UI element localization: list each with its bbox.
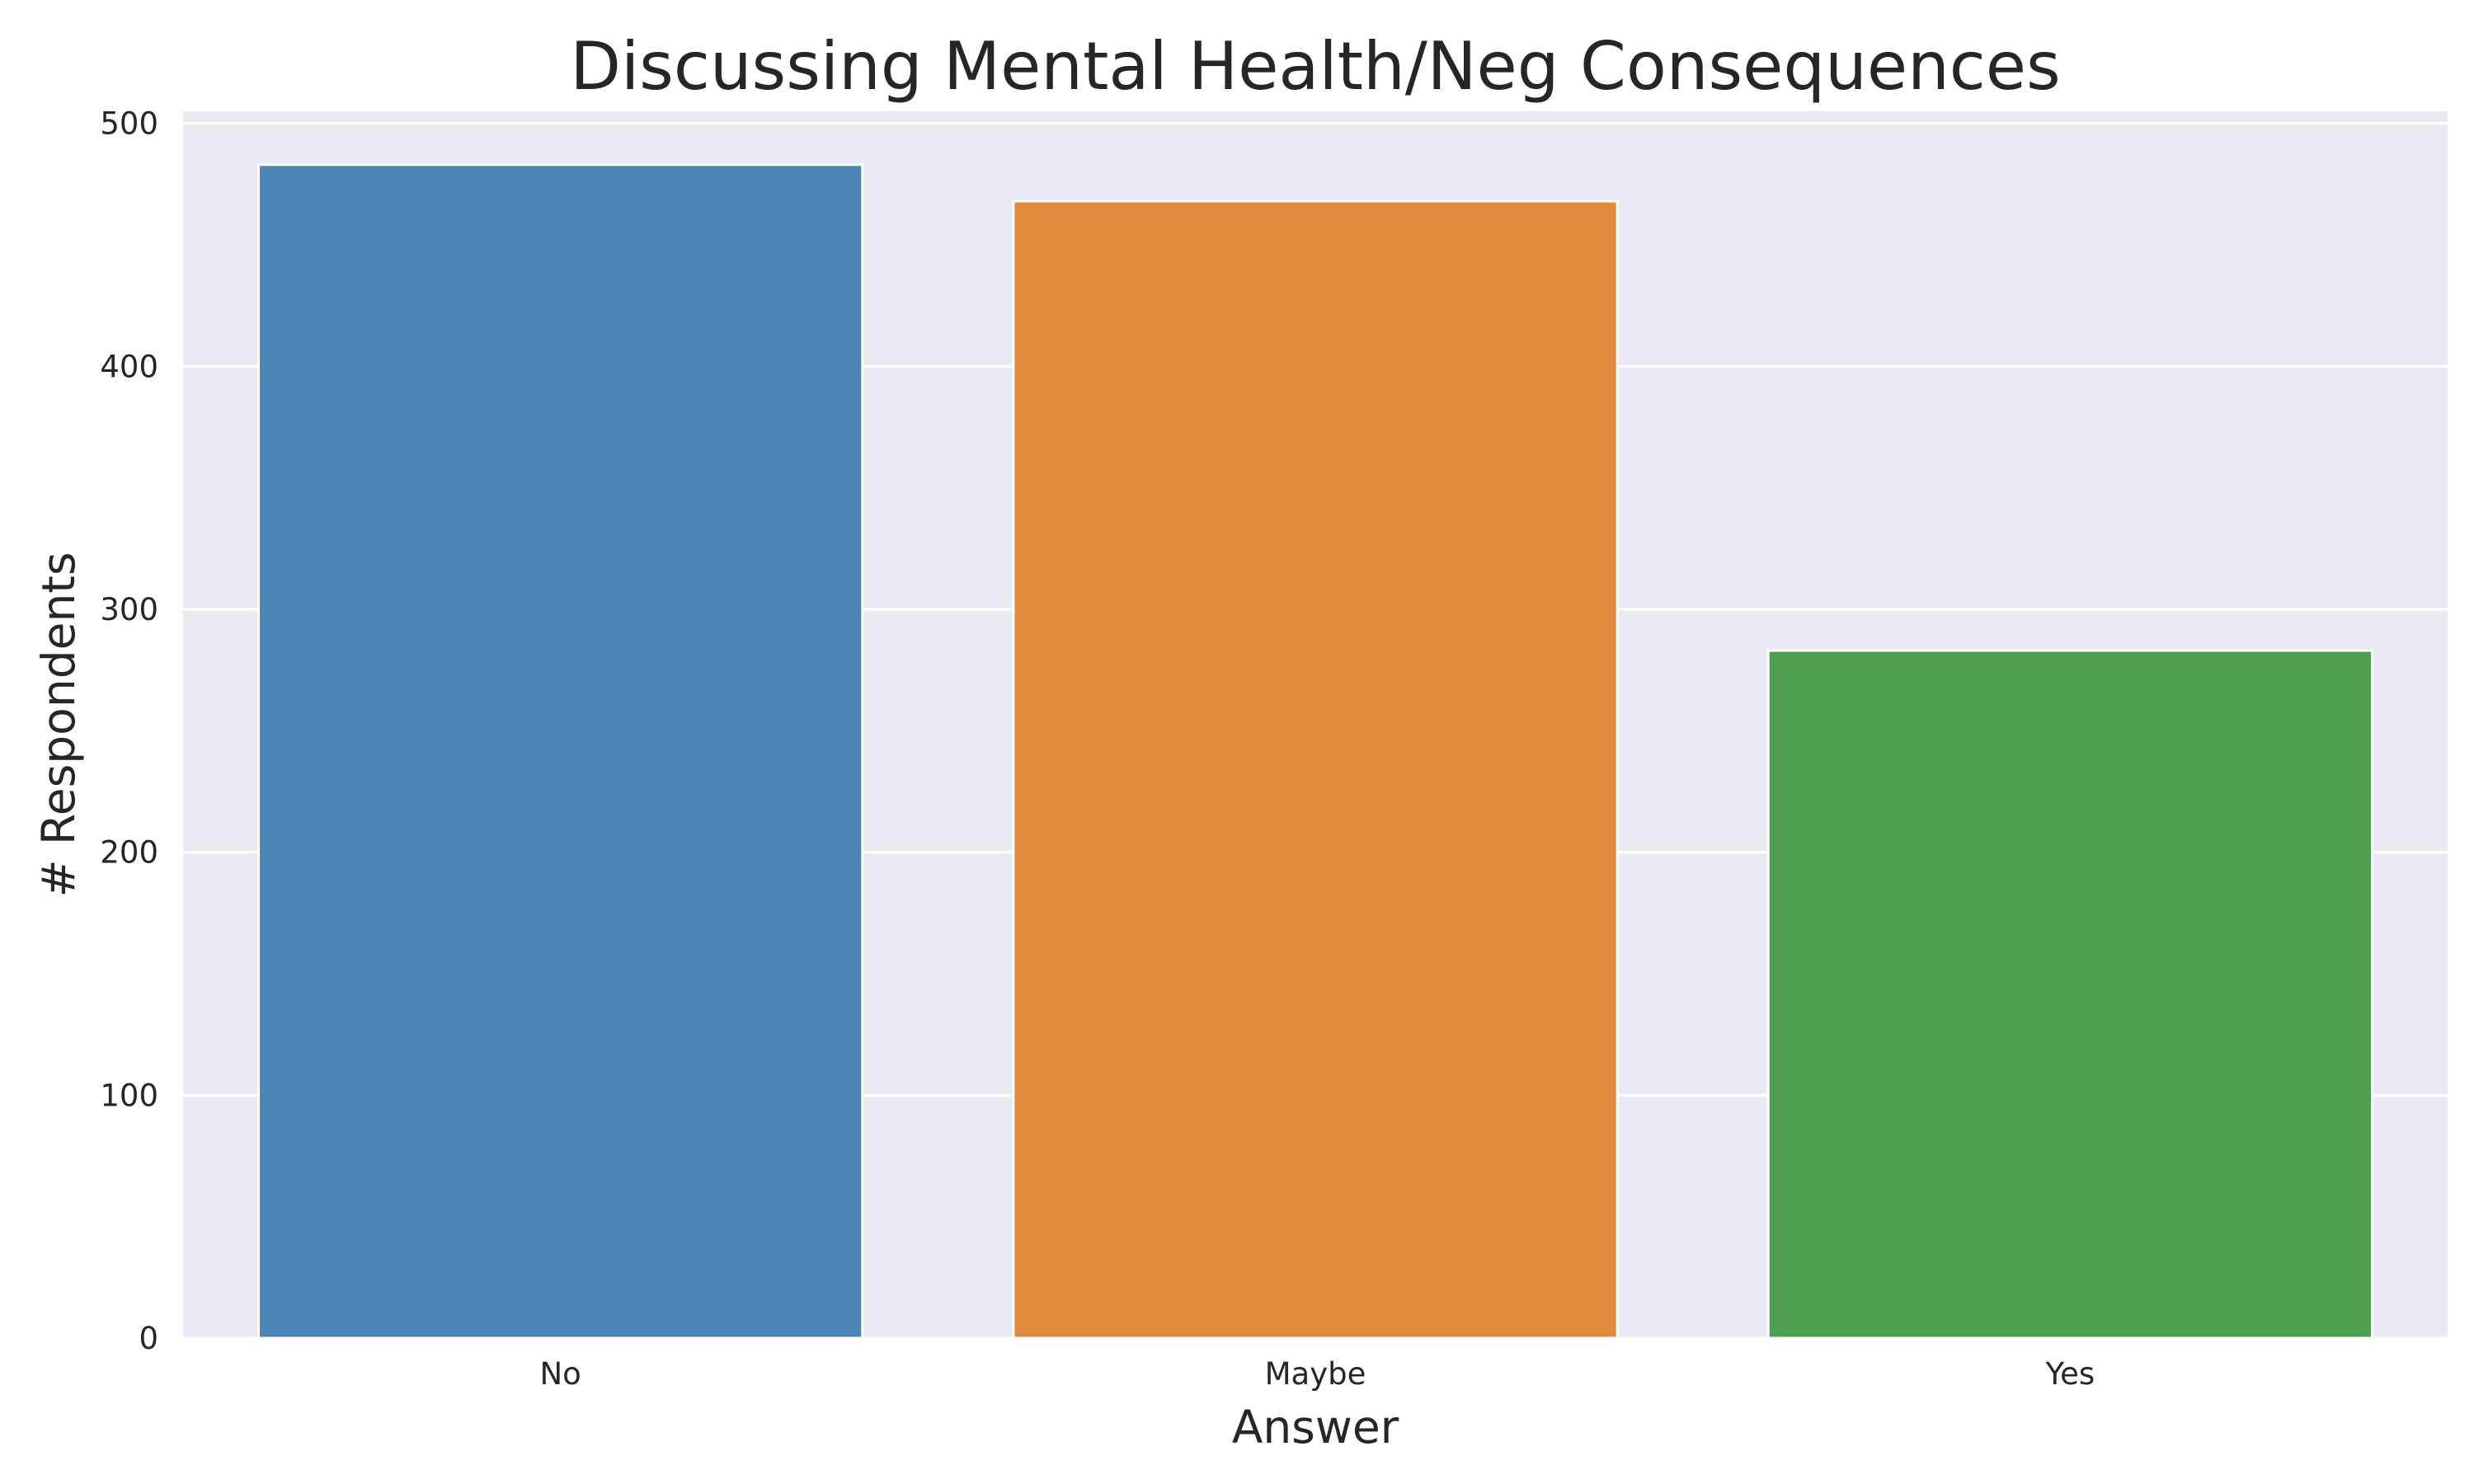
y-tick-label: 500 (100, 106, 158, 142)
x-tick-label: No (540, 1356, 581, 1392)
y-tick-label: 0 (139, 1321, 158, 1356)
y-tick-label: 400 (100, 349, 158, 384)
x-tick-label: Maybe (1265, 1356, 1366, 1392)
bar-maybe (1012, 200, 1619, 1340)
bar-yes (1766, 649, 2373, 1340)
y-tick-label: 100 (100, 1078, 158, 1113)
y-tick-labels: 0 100 200 300 400 500 (100, 106, 158, 1356)
bars (257, 163, 2373, 1340)
y-tick-label: 300 (100, 592, 158, 627)
y-axis-label: # Respondents (32, 552, 85, 897)
y-tick-label: 200 (100, 835, 158, 871)
chart-title: Discussing Mental Health/Neg Consequence… (570, 28, 2060, 105)
x-axis-label: Answer (1232, 1401, 1399, 1453)
x-tick-label: Yes (2044, 1356, 2095, 1392)
x-tick-labels: No Maybe Yes (540, 1356, 2095, 1392)
bar-no (257, 163, 864, 1340)
